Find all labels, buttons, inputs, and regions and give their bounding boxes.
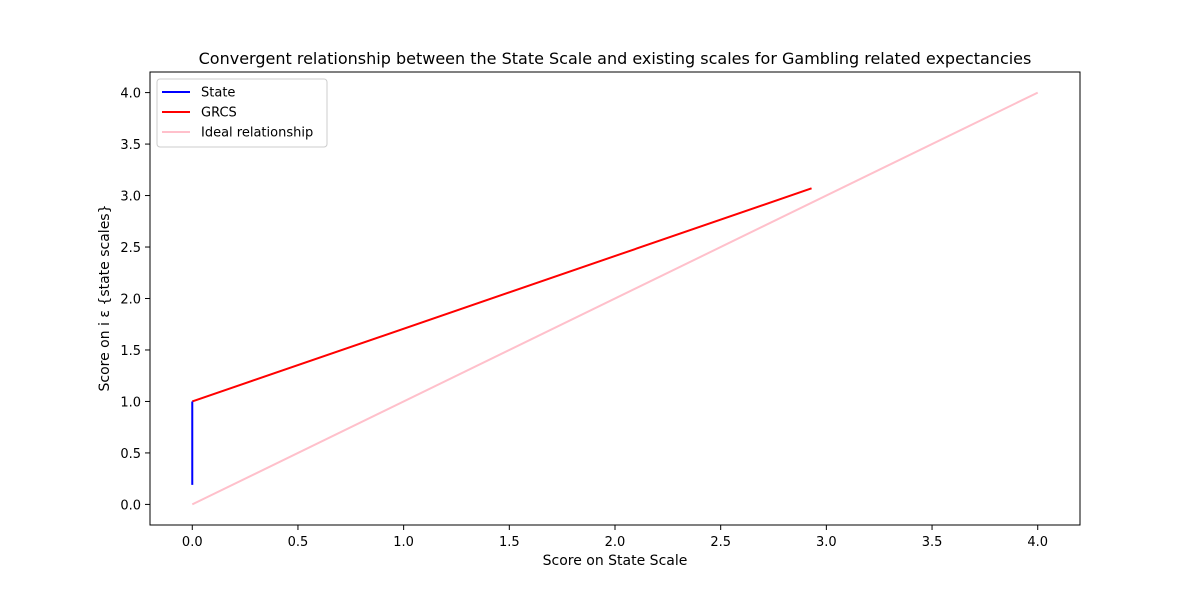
legend-label-1: GRCS xyxy=(201,106,237,121)
series-line-1 xyxy=(191,187,812,403)
series-layer xyxy=(191,91,1039,506)
x-tick-label: 0.5 xyxy=(288,535,309,550)
y-tick-label: 0.0 xyxy=(120,498,141,513)
x-tick-label: 0.0 xyxy=(182,535,203,550)
y-tick-label: 2.5 xyxy=(120,241,141,256)
legend: State GRCS Ideal relationship xyxy=(156,78,328,148)
y-axis-label: Score on i ε {state scales} xyxy=(97,204,113,391)
x-tick-label: 3.0 xyxy=(816,535,837,550)
y-tick-label: 2.0 xyxy=(120,293,141,308)
x-axis-label: Score on State Scale xyxy=(543,553,688,569)
x-tick-label: 1.0 xyxy=(393,535,414,550)
y-tick-label: 3.0 xyxy=(120,190,141,205)
ticks-layer: 0.0 0.5 1.0 1.5 2.0 2.5 3.0 3.5 4.0 0.0 0.5 1.0 1.5 2… xyxy=(120,87,1048,550)
legend-label-2: Ideal relationship xyxy=(201,126,313,141)
plot-frame xyxy=(149,71,1081,526)
x-tick-label: 4.0 xyxy=(1027,535,1048,550)
y-tick-label: 0.5 xyxy=(120,447,141,462)
x-tick-label: 2.0 xyxy=(605,535,626,550)
legend-label-0: State xyxy=(201,86,235,101)
chart-title: Convergent relationship between the Stat… xyxy=(199,49,1032,68)
legend-box xyxy=(156,78,328,148)
x-tick-label: 2.5 xyxy=(710,535,731,550)
series-line-2 xyxy=(191,91,1039,506)
x-tick-label: 1.5 xyxy=(499,535,520,550)
y-tick-label: 4.0 xyxy=(120,87,141,102)
y-tick-label: 1.5 xyxy=(120,344,141,359)
x-tick-label: 3.5 xyxy=(922,535,943,550)
y-tick-label: 3.5 xyxy=(120,138,141,153)
y-tick-label: 1.0 xyxy=(120,395,141,410)
